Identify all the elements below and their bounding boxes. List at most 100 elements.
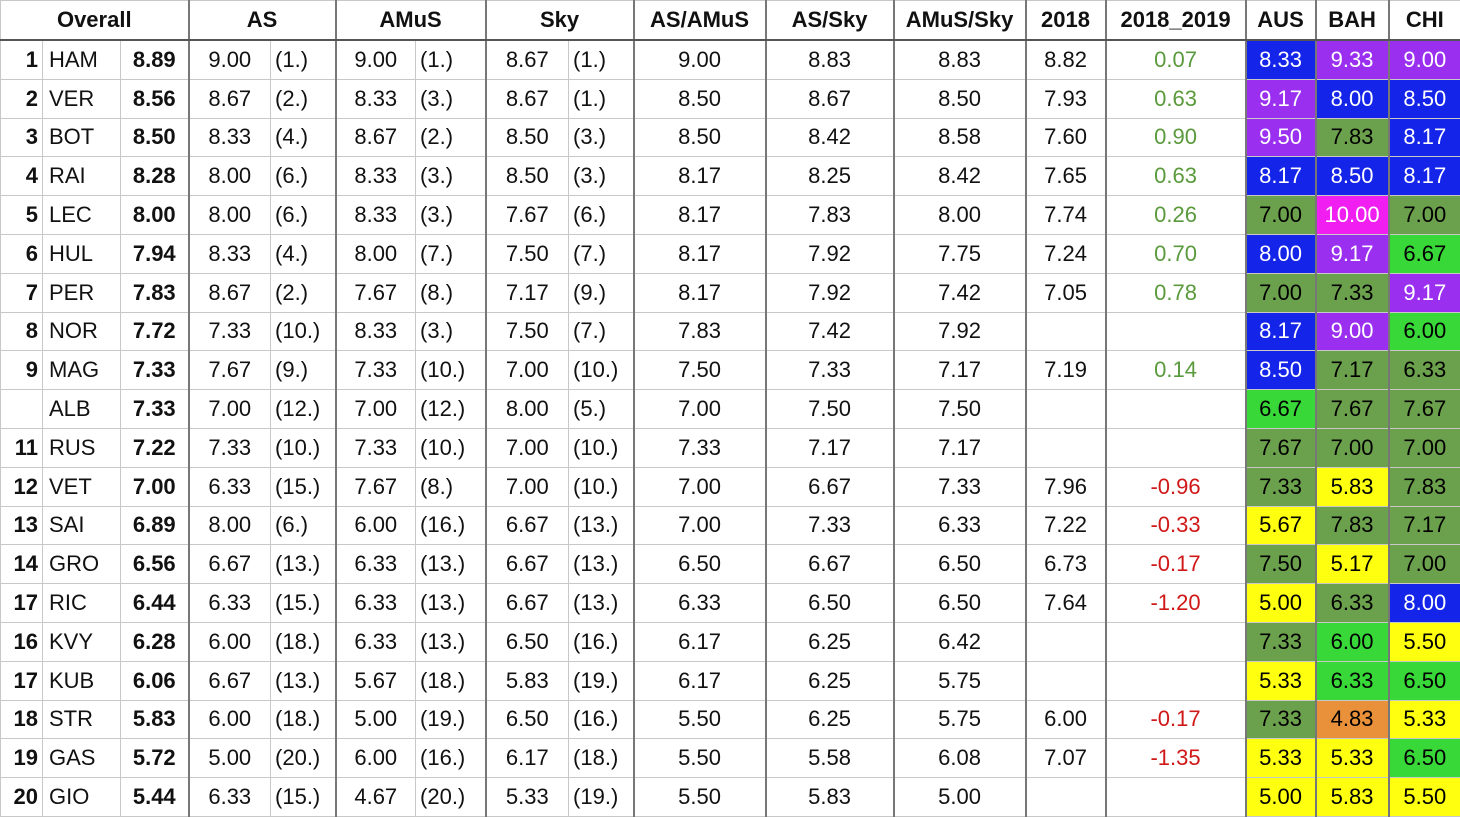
cell: 7.24 [1024,233,1107,274]
cell: (3.) [415,78,487,119]
cell: 8.42 [764,117,895,158]
cell: 6.00 [1387,311,1460,352]
cell: (13.) [415,621,487,662]
cell: 6.50 [484,699,570,740]
cell: 8.67 [334,117,417,158]
cell: 7.75 [892,233,1027,274]
cell: SAI [42,505,121,546]
cell: 5.00 [187,738,272,779]
column-header: AUS [1244,0,1317,41]
cell [1024,621,1107,662]
cell: HAM [42,39,121,80]
cell: 0.63 [1104,78,1247,119]
cell: 7.92 [764,233,895,274]
cell: 6.33 [334,583,417,623]
driver-row: ALB 7.33 7.00 (12.) 7.00 (12.) 8.00 (5.) 7.00 7.5… [0,389,1460,429]
cell: 5.33 [1314,738,1390,779]
cell: 6.00 [1024,699,1107,740]
cell: 0.07 [1104,39,1247,80]
cell: 7.00 [632,505,767,546]
driver-row: 19 GAS 5.72 5.00 (20.) 6.00 (16.) 6.17 (18.) 5.50… [0,738,1460,779]
cell: 8.67 [764,78,895,119]
cell: 6.50 [892,583,1027,623]
cell: BOT [42,117,121,158]
cell: MAG [42,350,121,391]
cell: (10.) [568,466,635,507]
cell: 7.33 [334,350,417,391]
cell: 7.92 [892,311,1027,352]
cell: 8.58 [892,117,1027,158]
cell: (1.) [568,78,635,119]
cell: (18.) [415,660,487,701]
cell: 7.00 [187,389,272,429]
cell: GRO [42,544,121,585]
cell [1024,389,1107,429]
cell: 8.00 [187,156,272,197]
cell: STR [42,699,121,740]
cell: 6.25 [764,621,895,662]
cell: 14 [0,544,43,585]
cell: (13.) [415,544,487,585]
cell: 3 [0,117,43,158]
cell: 6.50 [1387,660,1460,701]
column-header: BAH [1314,0,1390,41]
cell: 8.00 [187,195,272,235]
cell: (4.) [270,117,337,158]
cell: 8.50 [1314,156,1390,197]
cell: 0.63 [1104,156,1247,197]
column-header: AS [187,0,337,41]
cell: 7.96 [1024,466,1107,507]
cell: 5.83 [119,699,190,740]
cell: 5.17 [1314,544,1390,585]
cell: (7.) [415,233,487,274]
cell: 5.33 [1387,699,1460,740]
cell [1104,427,1247,468]
cell: 6.50 [632,544,767,585]
cell [1104,777,1247,817]
cell: 7.67 [187,350,272,391]
cell: 8.50 [632,117,767,158]
cell: 7.33 [1244,621,1317,662]
cell: (18.) [270,699,337,740]
cell: 8.33 [334,311,417,352]
cell: (3.) [568,117,635,158]
cell: VER [42,78,121,119]
cell [1024,427,1107,468]
cell: 5.33 [484,777,570,817]
cell: 8.17 [1387,117,1460,158]
cell: (9.) [568,272,635,313]
cell: 5.00 [892,777,1027,817]
cell: 5.44 [119,777,190,817]
cell: (6.) [270,505,337,546]
cell: 8.83 [892,39,1027,80]
cell: (10.) [415,427,487,468]
cell: 13 [0,505,43,546]
cell: 5.72 [119,738,190,779]
cell: 7.83 [764,195,895,235]
cell: 7.42 [892,272,1027,313]
cell: 7.33 [1314,272,1390,313]
cell: LEC [42,195,121,235]
cell: 5.50 [1387,621,1460,662]
driver-row: 4 RAI 8.28 8.00 (6.) 8.33 (3.) 8.50 (3.) 8.17 8.25… [0,156,1460,197]
cell: 8.50 [1387,78,1460,119]
cell: 5.33 [1244,660,1317,701]
cell: (6.) [568,195,635,235]
cell: VET [42,466,121,507]
column-header: AS/Sky [764,0,895,41]
cell: 8.17 [1387,156,1460,197]
cell: 7.67 [1387,389,1460,429]
cell: 6.50 [484,621,570,662]
cell: KUB [42,660,121,701]
cell: 6.17 [632,660,767,701]
cell: GAS [42,738,121,779]
cell: 7.00 [1387,544,1460,585]
cell: 7.33 [119,350,190,391]
cell: 6.50 [1387,738,1460,779]
cell: 9.00 [632,39,767,80]
cell: 7.17 [892,350,1027,391]
cell: 9.17 [1387,272,1460,313]
cell: 4 [0,156,43,197]
cell: 6.67 [187,660,272,701]
